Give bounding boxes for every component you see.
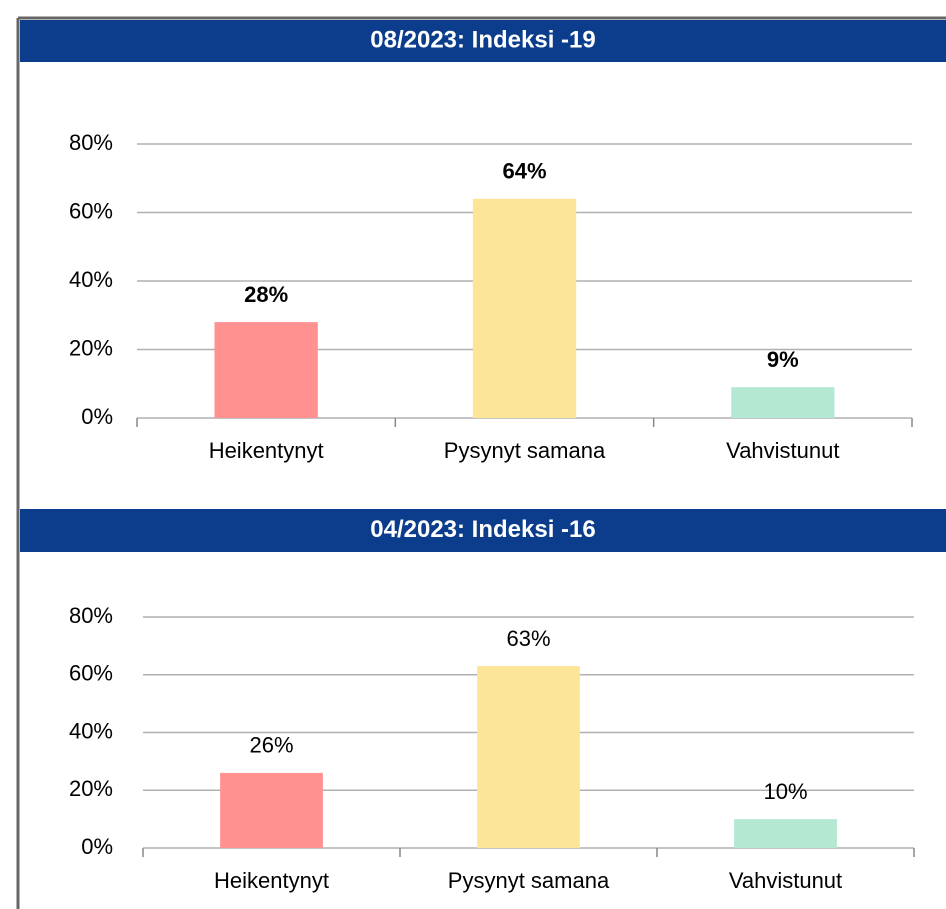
header-bar: [20, 20, 946, 62]
y-tick-label: 40%: [69, 267, 113, 292]
data-label: 63%: [506, 626, 550, 651]
y-tick-label: 20%: [69, 776, 113, 801]
data-label: 64%: [502, 159, 546, 184]
bar: [477, 666, 580, 848]
y-tick-label: 20%: [69, 335, 113, 360]
y-tick-label: 60%: [69, 661, 113, 686]
data-label: 28%: [244, 282, 288, 307]
data-label: 10%: [763, 779, 807, 804]
y-tick-label: 80%: [69, 603, 113, 628]
x-tick-label: Pysynyt samana: [448, 868, 610, 893]
data-label: 26%: [249, 733, 293, 758]
x-tick-label: Heikentynyt: [209, 438, 324, 463]
x-tick-label: Heikentynyt: [214, 868, 329, 893]
y-tick-label: 60%: [69, 198, 113, 223]
chart-title: 04/2023: Indeksi -16: [370, 516, 595, 543]
bar: [731, 387, 835, 418]
y-tick-label: 80%: [69, 130, 113, 155]
x-tick-label: Vahvistunut: [729, 868, 842, 893]
x-tick-label: Vahvistunut: [726, 438, 839, 463]
bar: [734, 819, 837, 848]
y-tick-label: 0%: [81, 834, 113, 859]
data-label: 9%: [767, 347, 799, 372]
chart-title: 08/2023: Indeksi -19: [370, 26, 595, 53]
x-tick-label: Pysynyt samana: [444, 438, 606, 463]
bar: [220, 772, 323, 848]
y-tick-label: 40%: [69, 718, 113, 743]
bar: [214, 322, 318, 418]
header-bar: [20, 509, 946, 552]
y-tick-label: 0%: [81, 404, 113, 429]
bar: [472, 198, 577, 418]
